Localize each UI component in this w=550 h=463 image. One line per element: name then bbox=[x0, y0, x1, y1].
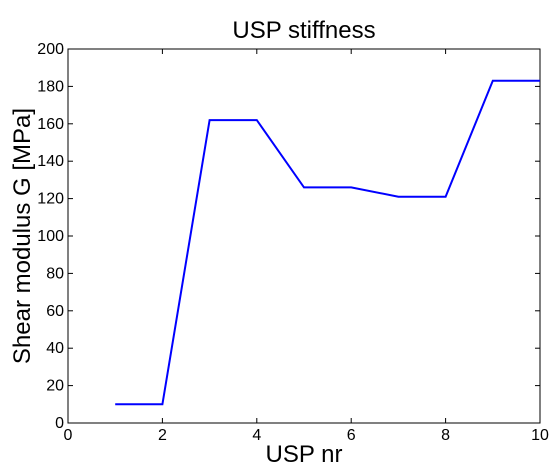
series-layer bbox=[115, 79, 540, 406]
x-tick-label: 10 bbox=[531, 427, 549, 444]
y-tick-label: 0 bbox=[55, 415, 64, 432]
plot-area bbox=[67, 48, 541, 424]
y-tick-label: 140 bbox=[37, 153, 64, 170]
y-tick-label: 40 bbox=[46, 340, 64, 357]
y-axis: 0 20 40 60 80 100 120 140 160 180 200 bbox=[37, 41, 540, 432]
x-tick-label: 4 bbox=[252, 427, 261, 444]
x-axis-label: USP nr bbox=[266, 441, 343, 463]
y-tick-label: 160 bbox=[37, 116, 64, 133]
x-tick-label: 6 bbox=[347, 427, 356, 444]
y-tick-label: 60 bbox=[46, 303, 64, 320]
chart-title: USP stiffness bbox=[232, 17, 375, 44]
y-tick-label: 200 bbox=[37, 41, 64, 58]
y-axis-label: Shear modulus G [MPa] bbox=[9, 108, 36, 364]
y-tick-label: 80 bbox=[46, 265, 64, 282]
x-tick-label: 2 bbox=[158, 427, 167, 444]
y-tick-label: 20 bbox=[46, 378, 64, 395]
y-tick-label: 180 bbox=[37, 78, 64, 95]
x-tick-label: 0 bbox=[64, 427, 73, 444]
y-tick-label: 100 bbox=[37, 228, 64, 245]
y-tick-label: 120 bbox=[37, 191, 64, 208]
x-axis: 0 2 4 6 8 10 bbox=[64, 49, 549, 444]
series-line bbox=[115, 79, 540, 406]
x-tick-label: 8 bbox=[441, 427, 450, 444]
